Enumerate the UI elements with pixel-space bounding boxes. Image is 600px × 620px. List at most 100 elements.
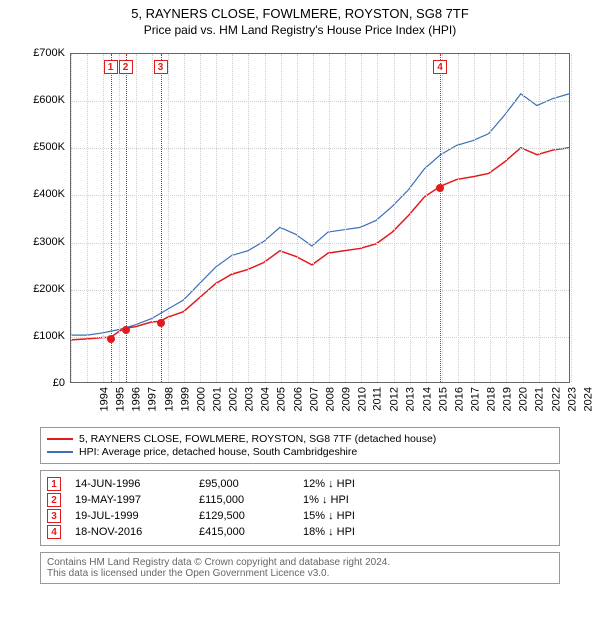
- gridline: [458, 54, 459, 382]
- gridline: [71, 243, 569, 244]
- gridline: [394, 54, 395, 382]
- gridline: [474, 54, 475, 382]
- transaction-row: 114-JUN-1996£95,00012% ↓ HPI: [47, 477, 553, 491]
- x-tick-label: 2000: [195, 387, 207, 411]
- y-tick-label: £200K: [20, 283, 65, 295]
- x-tick-label: 2003: [244, 387, 256, 411]
- gridline: [426, 54, 427, 382]
- transaction-badge: 2: [47, 493, 61, 507]
- x-tick-label: 2007: [308, 387, 320, 411]
- gridline: [216, 54, 217, 382]
- event-badge: 2: [119, 60, 133, 74]
- gridline: [248, 54, 249, 382]
- line-layer: [71, 54, 569, 382]
- page-title: 5, RAYNERS CLOSE, FOWLMERE, ROYSTON, SG8…: [10, 6, 590, 21]
- x-tick-label: 2021: [534, 387, 546, 411]
- x-tick-label: 2010: [357, 387, 369, 411]
- price-marker: [122, 326, 130, 334]
- x-tick-label: 2002: [228, 387, 240, 411]
- transaction-diff: 15% ↓ HPI: [303, 510, 413, 522]
- gridline: [361, 54, 362, 382]
- footer-line1: Contains HM Land Registry data © Crown c…: [47, 557, 553, 568]
- x-tick-label: 1994: [98, 387, 110, 411]
- transaction-date: 18-NOV-2016: [75, 526, 185, 538]
- gridline: [136, 54, 137, 382]
- gridline: [232, 54, 233, 382]
- x-tick-label: 2013: [405, 387, 417, 411]
- gridline: [523, 54, 524, 382]
- gridline: [345, 54, 346, 382]
- y-tick-label: £700K: [20, 47, 65, 59]
- transaction-row: 2 19-MAY-1997 £115,000 1% ↓ HPI: [47, 493, 553, 507]
- x-tick-label: 2019: [502, 387, 514, 411]
- gridline: [539, 54, 540, 382]
- gridline: [103, 54, 104, 382]
- price-marker: [157, 319, 165, 327]
- x-tick-label: 2017: [469, 387, 481, 411]
- legend-label: 5, RAYNERS CLOSE, FOWLMERE, ROYSTON, SG8…: [79, 433, 436, 445]
- series-hpi: [71, 94, 569, 335]
- transaction-badge: 1: [47, 477, 61, 491]
- transaction-diff: 1% ↓ HPI: [303, 494, 413, 506]
- x-tick-label: 2005: [276, 387, 288, 411]
- x-tick-label: 2008: [324, 387, 336, 411]
- gridline: [377, 54, 378, 382]
- transaction-row: 418-NOV-2016£415,00018% ↓ HPI: [47, 525, 553, 539]
- x-tick-label: 2001: [211, 387, 223, 411]
- legend-swatch: [47, 438, 73, 440]
- chart: 1234 £0£100K£200K£300K£400K£500K£600K£70…: [20, 43, 580, 423]
- gridline: [200, 54, 201, 382]
- x-tick-label: 2014: [421, 387, 433, 411]
- gridline: [506, 54, 507, 382]
- gridline: [571, 54, 572, 382]
- transactions-table: 114-JUN-1996£95,00012% ↓ HPI219-MAY-1997…: [40, 470, 560, 546]
- gridline: [442, 54, 443, 382]
- transaction-price: £95,000: [199, 478, 289, 490]
- gridline: [71, 148, 569, 149]
- x-tick-label: 2011: [372, 387, 384, 411]
- footer-attribution: Contains HM Land Registry data © Crown c…: [40, 552, 560, 584]
- gridline: [281, 54, 282, 382]
- gridline: [265, 54, 266, 382]
- y-tick-label: £600K: [20, 94, 65, 106]
- legend: 5, RAYNERS CLOSE, FOWLMERE, ROYSTON, SG8…: [40, 427, 560, 464]
- x-tick-label: 2015: [437, 387, 449, 411]
- event-badge: 3: [154, 60, 168, 74]
- event-line: [161, 54, 162, 382]
- transaction-row: 319-JUL-1999£129,50015% ↓ HPI: [47, 509, 553, 523]
- gridline: [71, 54, 72, 382]
- gridline: [297, 54, 298, 382]
- transaction-price: £415,000: [199, 526, 289, 538]
- transaction-date: 19-MAY-1997: [75, 494, 185, 506]
- gridline: [71, 195, 569, 196]
- x-tick-label: 2016: [453, 387, 465, 411]
- gridline: [71, 290, 569, 291]
- gridline: [87, 54, 88, 382]
- x-tick-label: 1998: [163, 387, 175, 411]
- y-tick-label: £500K: [20, 141, 65, 153]
- gridline: [168, 54, 169, 382]
- page-subtitle: Price paid vs. HM Land Registry's House …: [10, 23, 590, 37]
- gridline: [410, 54, 411, 382]
- event-line: [111, 54, 112, 382]
- footer-line2: This data is licensed under the Open Gov…: [47, 568, 553, 579]
- x-tick-label: 1999: [179, 387, 191, 411]
- transaction-badge: 3: [47, 509, 61, 523]
- legend-swatch: [47, 451, 73, 453]
- y-tick-label: £400K: [20, 188, 65, 200]
- y-tick-label: £300K: [20, 236, 65, 248]
- x-tick-label: 2009: [340, 387, 352, 411]
- transaction-price: £115,000: [199, 494, 289, 506]
- gridline: [184, 54, 185, 382]
- x-tick-label: 2022: [550, 387, 562, 411]
- price-marker: [107, 335, 115, 343]
- x-tick-label: 2024: [582, 387, 594, 411]
- event-line: [440, 54, 441, 382]
- gridline: [555, 54, 556, 382]
- transaction-diff: 12% ↓ HPI: [303, 478, 413, 490]
- event-badge: 1: [104, 60, 118, 74]
- legend-item: HPI: Average price, detached house, Sout…: [47, 446, 553, 458]
- x-tick-label: 1996: [131, 387, 143, 411]
- transaction-diff: 18% ↓ HPI: [303, 526, 413, 538]
- legend-item: 5, RAYNERS CLOSE, FOWLMERE, ROYSTON, SG8…: [47, 433, 553, 445]
